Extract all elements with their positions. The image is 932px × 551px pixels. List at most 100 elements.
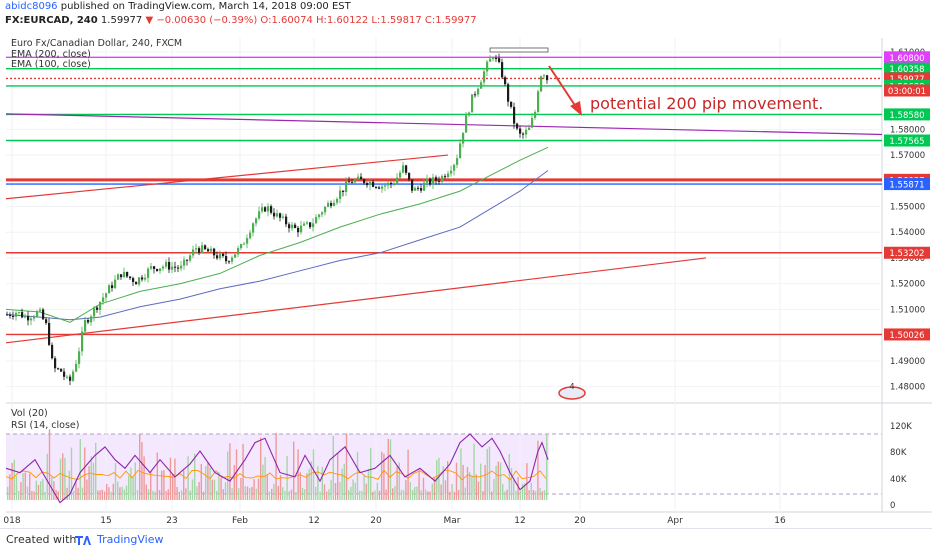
created-with-text: Created with — [6, 533, 77, 546]
candle-body — [126, 271, 129, 277]
event-badge-icon[interactable] — [558, 386, 586, 400]
volume-bar — [378, 490, 381, 500]
volume-bar — [330, 479, 332, 500]
volume-bar — [213, 479, 216, 500]
candle-body — [513, 106, 516, 124]
candle-body — [186, 259, 189, 261]
candle-body — [279, 213, 282, 218]
candle-body — [459, 143, 462, 159]
ema200-legend: EMA (200, close) — [11, 49, 91, 60]
candle-body — [246, 238, 249, 244]
volume-bar — [482, 491, 484, 500]
candle-body — [426, 178, 429, 183]
volume-bar — [359, 490, 361, 500]
candle-body — [321, 212, 324, 215]
volume-bar — [174, 458, 176, 500]
volume-bar — [326, 491, 328, 500]
volume-bar — [473, 443, 475, 500]
x-tick-label: 12 — [308, 516, 319, 526]
volume-bar — [15, 475, 18, 500]
level-label: 1.50026 — [889, 331, 924, 341]
volume-bar — [275, 432, 277, 500]
footer: Created with TradingView — [0, 528, 932, 551]
trendlines — [5, 113, 883, 344]
volume-bar — [405, 479, 407, 500]
volume-bar — [381, 451, 383, 500]
time-axis[interactable]: 018 15 23 Feb 12 20 Mar 12 20 Apr 16 — [3, 516, 786, 526]
level-label: 1.60800 — [889, 54, 924, 64]
candle-body — [285, 216, 288, 225]
price-pane[interactable] — [6, 38, 882, 402]
author-link[interactable]: abidc8096 — [5, 1, 58, 12]
volume-bar — [365, 483, 367, 500]
vol-tick-label: 80K — [890, 448, 907, 458]
candle-body — [150, 266, 153, 269]
level-label-bg — [884, 62, 930, 75]
candle-body — [417, 187, 420, 189]
volume-bar — [546, 434, 548, 500]
volume-bar — [37, 484, 40, 500]
candle-body — [9, 314, 12, 316]
volume-bar — [26, 486, 29, 500]
volume-bar — [145, 484, 147, 500]
volume-bar — [84, 447, 86, 500]
volume-bar — [167, 489, 169, 500]
candle-body — [369, 181, 372, 186]
volume-bar — [251, 486, 253, 500]
volume-bar — [262, 464, 264, 500]
candle-body — [198, 248, 201, 253]
volume-bar — [374, 490, 376, 500]
volume-bar — [491, 491, 493, 500]
x-tick-label: Feb — [232, 516, 248, 526]
candle-body — [141, 277, 144, 280]
candle-body — [351, 182, 354, 184]
candle-body — [270, 206, 273, 213]
candle-body — [57, 368, 60, 370]
rsi-legend: RSI (14, close) — [11, 420, 79, 431]
volume-bar — [398, 462, 400, 500]
volume-bar — [321, 466, 323, 500]
candle-body — [291, 224, 294, 229]
volume-bar — [77, 487, 79, 500]
candle-body — [483, 71, 486, 83]
volume-bar — [427, 491, 429, 500]
vol-tick-label: 120K — [890, 422, 912, 432]
vol-tick-label: 0 — [890, 501, 895, 511]
candle-body — [33, 316, 36, 319]
candle-body — [177, 267, 180, 269]
volume-bar — [343, 463, 345, 500]
vol-legend: Vol (20) — [11, 408, 48, 419]
volume-bar — [293, 441, 295, 500]
volume-bar — [81, 487, 84, 500]
annotation-arrow-line — [548, 65, 579, 111]
candle-body — [153, 266, 156, 269]
volume-bar — [216, 490, 218, 500]
volume-bar — [57, 491, 59, 500]
candle-body — [30, 318, 33, 321]
ema100-legend: EMA (100, close) — [11, 59, 91, 70]
price-chart[interactable]: 1.610001.580001.570001.550001.540001.530… — [0, 0, 932, 528]
volume-bar — [128, 475, 130, 500]
price-labels: 1.608001.603581.599771.596881.585801.575… — [884, 51, 930, 341]
volume-bar — [515, 491, 517, 500]
volume-bar — [11, 463, 13, 500]
candle-body — [132, 278, 135, 282]
candle-body — [537, 91, 540, 112]
candle-body — [441, 176, 444, 182]
volume-bar — [64, 457, 66, 500]
volume-bar — [189, 490, 191, 500]
volume-bar — [125, 485, 128, 500]
candle-body — [162, 266, 165, 269]
candle-body — [366, 183, 369, 186]
volume-bar — [462, 464, 464, 500]
y-tick-label: 1.55000 — [890, 202, 925, 212]
volume-bar — [466, 466, 469, 500]
candle-body — [444, 176, 447, 178]
x-tick-label: 16 — [774, 516, 786, 526]
tradingview-link[interactable]: TradingView — [97, 533, 164, 546]
volume-bar — [535, 491, 537, 500]
volume-bar — [196, 486, 198, 500]
volume-bar — [139, 433, 141, 500]
volume-bar — [345, 433, 348, 500]
arrow-head-icon — [570, 101, 582, 116]
